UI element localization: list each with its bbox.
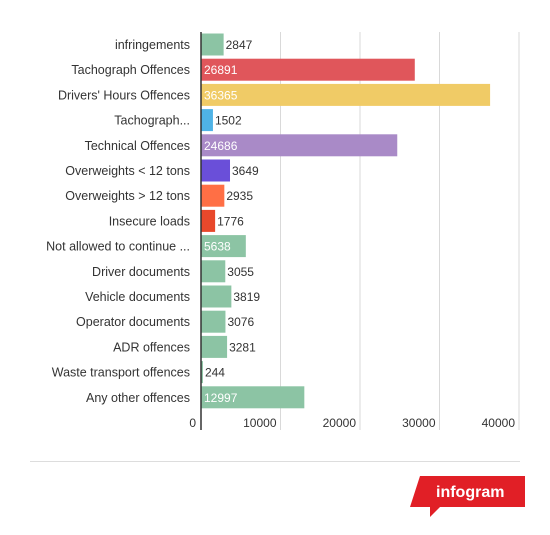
category-label: infringements [115,38,190,52]
bar[interactable] [201,109,213,132]
bar[interactable] [201,361,203,384]
bar[interactable] [201,83,491,106]
category-label: Driver documents [92,265,190,279]
category-label: Tachograph... [114,114,190,128]
bar[interactable] [201,209,216,232]
value-label: 2847 [226,38,253,52]
value-label: 5638 [204,240,231,254]
value-label: 3055 [227,265,254,279]
bars [201,33,491,409]
bar[interactable] [201,58,415,81]
category-label: Operator documents [76,315,190,329]
category-label: Drivers' Hours Offences [58,88,190,102]
bar[interactable] [201,33,224,56]
infogram-logo-text[interactable]: infogram [436,484,505,501]
bar[interactable] [201,159,231,182]
value-label: 1776 [217,214,244,228]
x-axis-ticks: 0 10000 20000 30000 40000 [189,416,515,430]
value-label: 3281 [229,340,256,354]
bar[interactable] [201,335,228,358]
value-label: 3649 [232,164,259,178]
bar[interactable] [201,260,226,283]
bar[interactable] [201,285,232,308]
bar[interactable] [201,386,305,409]
category-label: Tachograph Offences [71,63,190,77]
category-label: Waste transport offences [52,366,190,380]
bar[interactable] [201,310,226,333]
category-label: Overweights > 12 tons [65,189,190,203]
value-label: 12997 [204,391,238,405]
category-label: Overweights < 12 tons [65,164,190,178]
category-label: Insecure loads [109,214,190,228]
value-label: 3819 [233,290,260,304]
x-tick-label: 0 [189,416,196,430]
x-tick-label: 30000 [402,416,436,430]
category-label: Any other offences [86,391,190,405]
category-label: Vehicle documents [85,290,190,304]
value-label: 26891 [204,63,238,77]
x-tick-label: 20000 [323,416,357,430]
value-label: 2935 [226,189,253,203]
value-label: 3076 [227,315,254,329]
footer-divider [30,461,520,462]
bar-chart: infringements Tachograph Offences Drivers'… [46,32,520,430]
category-label: Technical Offences [85,139,190,153]
x-tick-label: 40000 [482,416,516,430]
bar[interactable] [201,235,246,258]
value-label: 24686 [204,139,238,153]
value-label: 244 [205,366,225,380]
value-label: 36365 [204,88,238,102]
bar[interactable] [201,184,225,207]
value-labels: 2847 26891 36365 1502 24686 3649 2935 1776 5638 3… [204,38,260,405]
x-tick-label: 10000 [243,416,277,430]
category-labels: infringements Tachograph Offences Drivers'… [46,38,190,405]
value-label: 1502 [215,114,242,128]
bar[interactable] [201,134,398,157]
category-label: Not allowed to continue ... [46,240,190,254]
category-label: ADR offences [113,340,190,354]
infogram-logo-badge[interactable] [410,476,525,521]
